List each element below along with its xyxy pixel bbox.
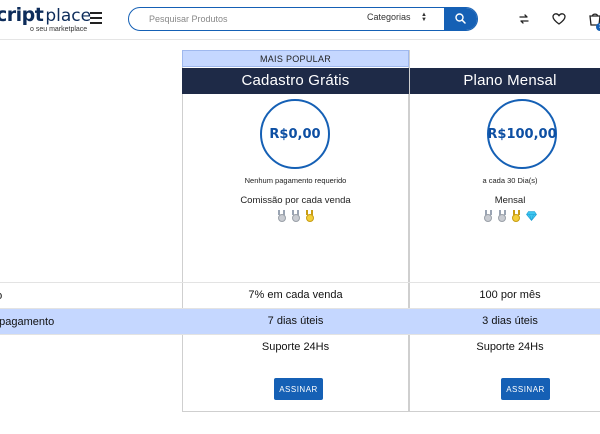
search-icon [455, 13, 466, 24]
subscribe-button-free[interactable]: ASSINAR [274, 378, 323, 400]
gold-medal-icon [512, 210, 521, 222]
price-circle-monthly: R$100,00 [487, 99, 557, 169]
price-note-free: Nenhum pagamento requerido [244, 176, 347, 185]
silver-medal-icon [484, 210, 493, 222]
silver-medal-icon [277, 210, 286, 222]
silver-medal-icon [498, 210, 507, 222]
plan-column-free [182, 50, 409, 412]
popular-badge: MAIS POPULAR [182, 50, 409, 67]
search-button[interactable] [444, 8, 477, 30]
silver-medal-icon [291, 210, 300, 222]
category-select[interactable]: Categorias ▲ ▼ [367, 12, 427, 23]
plan-feature-value: 7 dias úteis [267, 315, 324, 327]
menu-icon[interactable] [90, 12, 102, 24]
plan-column-monthly [409, 50, 600, 412]
plan-medals-monthly [410, 210, 600, 222]
plan-medals-free [182, 210, 409, 222]
diamond-icon [525, 211, 537, 221]
logo-place-text: place [45, 6, 92, 26]
plan-price: R$100,00 [487, 126, 557, 142]
logo-tagline: o seu marketplace [30, 26, 88, 33]
search-input[interactable] [129, 8, 359, 29]
select-arrows-icon: ▲ ▼ [421, 11, 427, 23]
feature-row: o pagamento [0, 308, 600, 334]
plan-title-free: Cadastro Grátis [182, 68, 409, 94]
plan-feature-value: 3 dias úteis [482, 315, 538, 327]
cart-count-badge: 1 [596, 23, 600, 31]
plan-feature-value: Suporte 24Hs [261, 341, 330, 353]
plan-title-monthly: Plano Mensal [410, 68, 600, 94]
feature-row-label: o pagamento [0, 316, 55, 328]
gold-medal-icon [305, 210, 314, 222]
plan-description-monthly: Mensal [494, 195, 526, 206]
compare-icon[interactable] [517, 12, 531, 26]
price-circle-free: R$0,00 [260, 99, 330, 169]
plan-description-free: Comissão por cada venda [240, 195, 351, 206]
feature-row: e [0, 334, 600, 360]
feature-row-label: ão [0, 283, 2, 309]
plan-feature-value: 100 por mês [479, 289, 541, 301]
category-select-label: Categorias [367, 12, 411, 22]
subscribe-button-monthly[interactable]: ASSINAR [501, 378, 550, 400]
search-bar: Categorias ▲▼ [128, 7, 478, 31]
price-note-monthly: a cada 30 Dia(s) [482, 176, 538, 185]
plan-feature-value: Suporte 24Hs [476, 341, 544, 353]
plan-feature-value: 7% em cada venda [248, 289, 343, 301]
logo-script-text: cript [0, 4, 44, 26]
heart-icon[interactable] [552, 12, 566, 26]
feature-row: ão [0, 282, 600, 308]
plan-price: R$0,00 [269, 126, 321, 142]
